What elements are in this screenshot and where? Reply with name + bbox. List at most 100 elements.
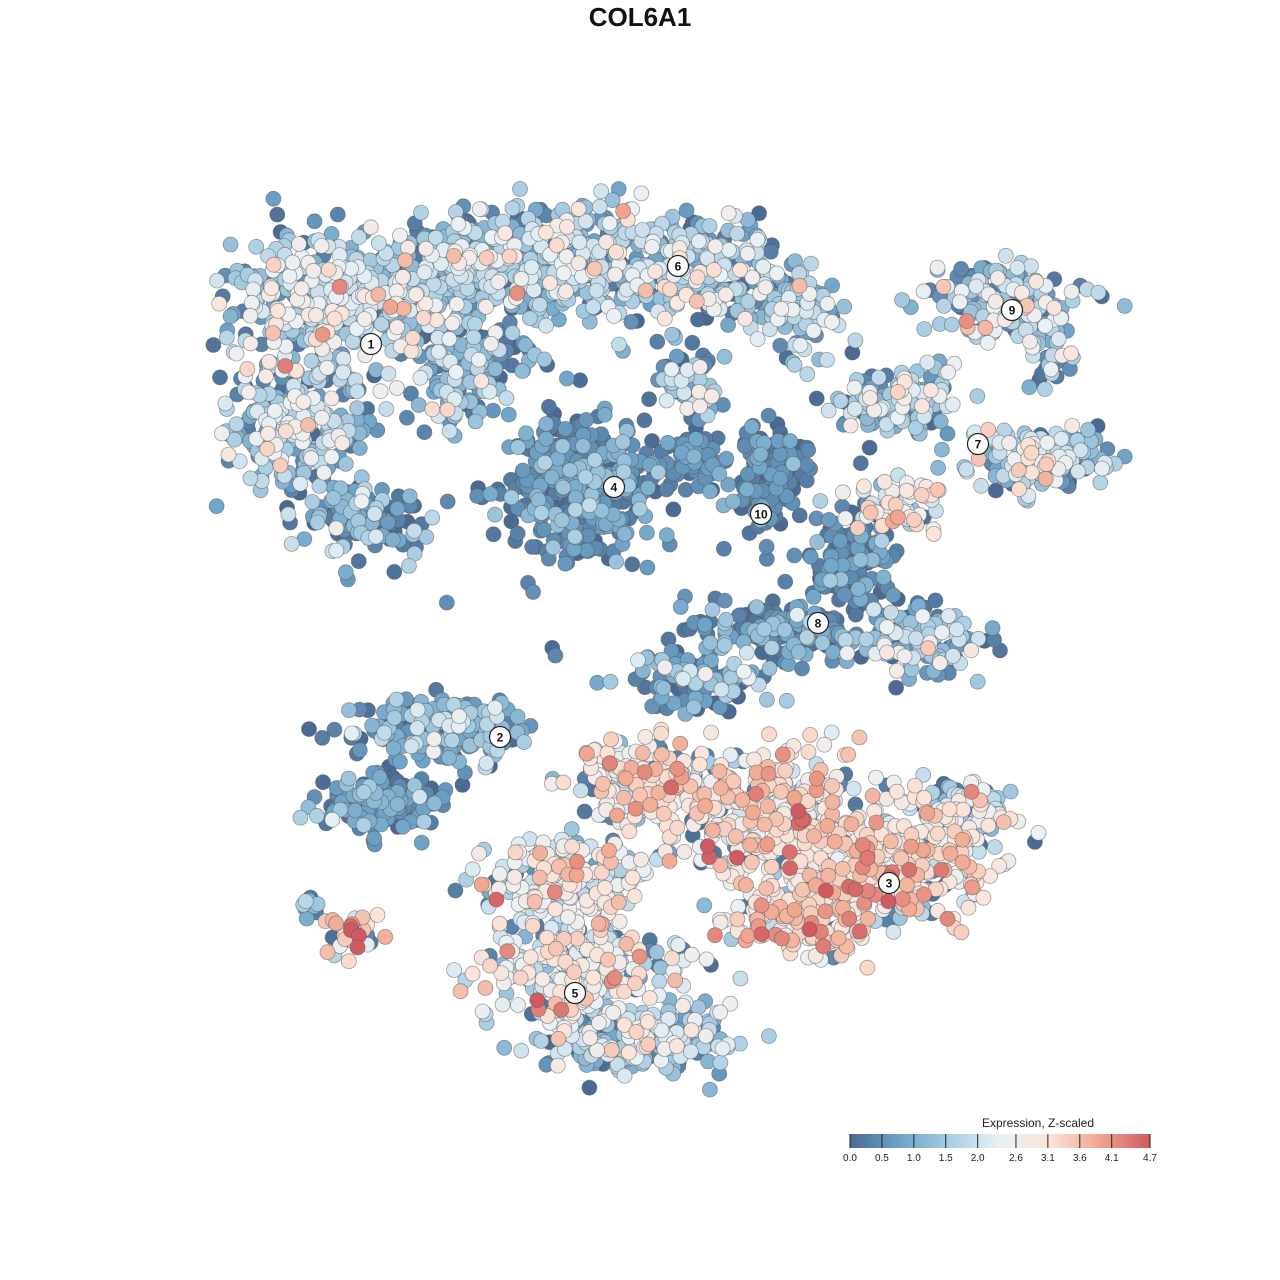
data-point xyxy=(702,1082,717,1097)
data-point xyxy=(739,482,754,497)
data-point xyxy=(556,266,571,281)
data-point xyxy=(753,447,768,462)
data-point xyxy=(705,602,720,617)
data-point xyxy=(293,810,308,825)
data-point xyxy=(970,674,985,689)
data-point xyxy=(381,515,396,530)
data-point xyxy=(579,412,594,427)
data-point xyxy=(475,1004,490,1019)
data-point xyxy=(307,214,322,229)
data-point xyxy=(931,460,946,475)
data-point xyxy=(848,607,863,622)
data-point xyxy=(733,971,748,986)
data-point xyxy=(515,364,530,379)
data-point xyxy=(369,529,384,544)
data-point xyxy=(699,952,714,967)
data-point xyxy=(659,528,674,543)
data-point xyxy=(539,417,554,432)
data-point xyxy=(284,536,299,551)
data-point xyxy=(352,743,367,758)
data-point xyxy=(1022,380,1037,395)
data-point xyxy=(223,237,238,252)
data-point xyxy=(793,338,808,353)
data-point xyxy=(778,574,793,589)
data-point xyxy=(539,431,554,446)
data-point xyxy=(719,612,734,627)
data-point xyxy=(651,465,666,480)
data-point xyxy=(886,588,901,603)
data-point xyxy=(679,203,694,218)
data-point xyxy=(866,602,881,617)
data-point xyxy=(813,494,828,509)
data-point xyxy=(689,432,704,447)
data-point xyxy=(1044,362,1059,377)
data-point xyxy=(656,681,671,696)
data-point xyxy=(879,620,894,635)
data-point xyxy=(440,494,455,509)
data-point xyxy=(1091,285,1106,300)
data-point xyxy=(401,558,416,573)
data-point xyxy=(488,700,503,715)
data-point xyxy=(702,219,717,234)
data-point xyxy=(726,494,741,509)
data-point xyxy=(468,414,483,429)
data-point xyxy=(736,664,751,679)
data-point xyxy=(946,648,961,663)
data-point xyxy=(285,255,300,270)
data-point xyxy=(356,785,371,800)
data-point xyxy=(338,456,353,471)
data-point xyxy=(413,370,428,385)
data-point xyxy=(229,417,244,432)
data-point xyxy=(757,622,772,637)
data-point xyxy=(697,898,712,913)
data-point xyxy=(673,600,688,615)
data-point xyxy=(806,323,821,338)
data-point xyxy=(312,479,327,494)
data-point xyxy=(666,502,681,517)
data-point xyxy=(761,1029,776,1044)
data-point xyxy=(786,456,801,471)
data-point xyxy=(298,894,313,909)
data-point xyxy=(582,498,597,513)
data-point xyxy=(806,589,821,604)
data-point xyxy=(713,1055,728,1070)
data-points xyxy=(206,182,1132,1098)
data-point xyxy=(795,661,810,676)
data-point xyxy=(534,506,549,521)
data-point xyxy=(573,783,588,798)
data-point xyxy=(934,442,949,457)
data-point xyxy=(987,840,1002,855)
data-point xyxy=(750,332,765,347)
data-point xyxy=(740,246,755,261)
data-point xyxy=(367,831,382,846)
data-point xyxy=(945,397,960,412)
data-point xyxy=(941,365,956,380)
data-point xyxy=(451,217,466,232)
data-point xyxy=(417,265,432,280)
data-point xyxy=(486,403,501,418)
data-point xyxy=(763,244,778,259)
data-point xyxy=(833,394,848,409)
data-point xyxy=(871,370,886,385)
data-point xyxy=(703,484,718,499)
data-point xyxy=(777,622,792,637)
data-point xyxy=(501,407,516,422)
data-point xyxy=(472,202,487,217)
data-point xyxy=(470,489,485,504)
data-point xyxy=(1051,332,1066,347)
data-point xyxy=(920,355,935,370)
data-point xyxy=(684,947,699,962)
data-point xyxy=(514,1043,529,1058)
data-point xyxy=(531,492,546,507)
data-point xyxy=(716,541,731,556)
data-point xyxy=(525,539,540,554)
data-point xyxy=(351,554,366,569)
data-point xyxy=(395,819,410,834)
data-point xyxy=(210,273,225,288)
data-point xyxy=(657,660,672,675)
data-point xyxy=(847,401,862,416)
data-point xyxy=(759,539,774,554)
data-point xyxy=(821,403,836,418)
data-point xyxy=(691,312,706,327)
data-point xyxy=(541,399,556,414)
